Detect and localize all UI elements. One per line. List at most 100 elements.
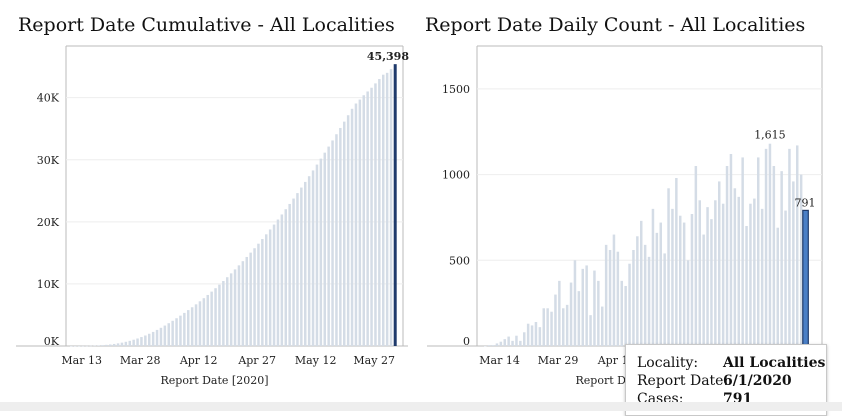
daily-bar xyxy=(487,345,491,346)
cumulative-bar xyxy=(93,345,96,347)
cumulative-bar xyxy=(210,291,213,346)
cumulative-x-tick-label: Mar 28 xyxy=(120,354,161,367)
tooltip-locality-label: Locality: xyxy=(637,355,699,371)
cumulative-bar xyxy=(120,342,124,346)
cumulative-bar xyxy=(148,333,151,346)
cumulative-bar xyxy=(128,340,131,346)
daily-bar xyxy=(538,327,542,346)
daily-bar xyxy=(655,232,659,346)
daily-bar xyxy=(706,207,709,346)
cumulative-bar xyxy=(343,121,346,347)
daily-bar xyxy=(745,226,748,346)
cumulative-bar xyxy=(112,343,116,346)
cumulative-bar xyxy=(311,170,315,346)
cumulative-bar xyxy=(229,273,233,346)
tooltip-date-label: Report Date: xyxy=(637,373,729,389)
daily-bar xyxy=(550,311,553,346)
cumulative-bar xyxy=(241,261,245,346)
cumulative-bar xyxy=(261,239,264,346)
cumulative-bar xyxy=(151,331,155,346)
cumulative-bar xyxy=(385,72,389,346)
daily-bar xyxy=(679,215,682,346)
cumulative-bar xyxy=(187,310,190,346)
cumulative-x-tick-label: Mar 13 xyxy=(61,354,102,367)
cumulative-bar xyxy=(362,95,365,346)
cumulative-bar xyxy=(335,134,338,346)
daily-bar xyxy=(511,340,514,346)
daily-bar xyxy=(686,260,690,346)
cumulative-x-tick-label: Apr 27 xyxy=(237,354,276,367)
cumulative-bar xyxy=(284,209,287,346)
daily-bar xyxy=(776,227,779,346)
cumulative-bar xyxy=(280,214,284,346)
daily-x-tick-label: Mar 29 xyxy=(538,354,579,367)
cumulative-bar xyxy=(81,345,85,347)
cumulative-bar xyxy=(218,284,221,346)
cumulative-bar xyxy=(276,219,280,346)
cumulative-bar xyxy=(374,83,377,346)
daily-bar xyxy=(601,306,604,346)
cumulative-bar xyxy=(265,234,268,346)
daily-bar xyxy=(542,308,545,346)
daily-x-tick-label: Mar 14 xyxy=(479,354,520,367)
daily-bar xyxy=(632,250,635,346)
cumulative-y-tick-label: 40K xyxy=(37,92,60,105)
daily-chart-title: Report Date Daily Count - All Localities xyxy=(425,14,806,36)
daily-bar xyxy=(503,339,506,346)
cumulative-bar xyxy=(304,181,307,346)
daily-bar xyxy=(534,322,538,346)
cumulative-bar xyxy=(378,79,381,347)
cumulative-bar xyxy=(124,341,128,346)
cumulative-bar xyxy=(339,127,342,346)
cumulative-bar xyxy=(350,108,354,346)
cumulative-bar xyxy=(140,337,143,346)
cumulative-bar xyxy=(183,312,186,346)
cumulative-bar xyxy=(358,99,362,346)
daily-bar xyxy=(519,340,522,346)
cumulative-highlight-label: 45,398 xyxy=(367,50,409,63)
daily-bar xyxy=(659,222,662,346)
daily-bar xyxy=(647,256,651,346)
cumulative-bar xyxy=(319,158,323,346)
daily-bar xyxy=(581,268,584,346)
cumulative-bar xyxy=(109,344,112,346)
daily-bar xyxy=(741,157,744,346)
cumulative-bar xyxy=(292,198,295,346)
daily-bar xyxy=(624,286,627,346)
cumulative-bar xyxy=(198,301,202,346)
cumulative-bar xyxy=(253,248,256,346)
bottom-scroll-strip xyxy=(0,402,842,411)
cumulative-bar xyxy=(73,345,77,347)
daily-bar xyxy=(523,332,526,346)
daily-bar xyxy=(491,345,495,346)
cumulative-bar xyxy=(272,224,276,346)
daily-y-tick-label: 1000 xyxy=(442,169,470,182)
cumulative-bar xyxy=(389,69,393,346)
daily-bar xyxy=(526,323,530,346)
daily-bar xyxy=(764,148,768,346)
cumulative-bar xyxy=(179,315,182,346)
cumulative-bar xyxy=(116,343,120,346)
tooltip-locality-value: All Localities xyxy=(723,355,826,371)
tooltip-date-value: 6/1/2020 xyxy=(723,373,792,389)
daily-bar xyxy=(721,203,725,346)
cumulative-x-tick-label: Apr 12 xyxy=(179,354,218,367)
daily-bar xyxy=(710,219,713,346)
cumulative-bar xyxy=(323,152,326,346)
daily-bar xyxy=(729,154,733,346)
cumulative-x-tick-label: May 27 xyxy=(353,354,395,367)
daily-bar xyxy=(495,343,499,346)
cumulative-bar xyxy=(249,252,252,346)
daily-bar xyxy=(612,234,616,346)
cumulative-bar xyxy=(144,335,147,346)
cumulative-bar xyxy=(366,91,369,346)
daily-bar xyxy=(593,270,596,346)
daily-highlight-bar xyxy=(802,209,809,347)
daily-bar xyxy=(796,145,799,346)
daily-bar xyxy=(573,260,577,346)
daily-bar xyxy=(616,251,620,346)
cumulative-bar xyxy=(202,298,206,346)
daily-bar xyxy=(757,157,760,346)
daily-bar xyxy=(792,181,795,346)
